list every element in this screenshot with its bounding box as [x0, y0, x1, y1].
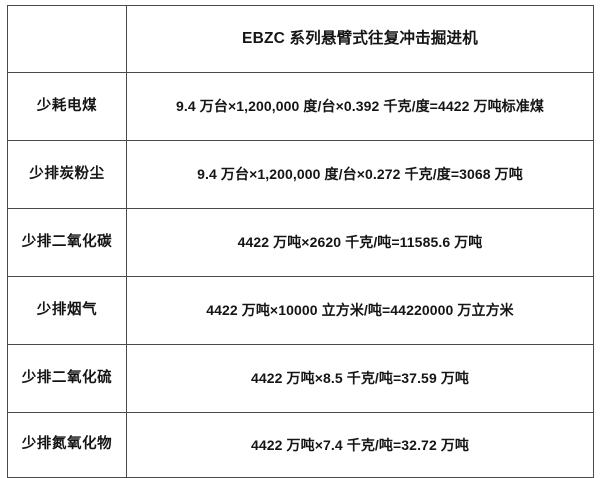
- row-value-carbon-dioxide: 4422 万吨×2620 千克/吨=11585.6 万吨: [126, 208, 594, 277]
- row-value-carbon-dust: 9.4 万台×1,200,000 度/台×0.272 千克/度=3068 万吨: [126, 140, 594, 209]
- table-row: 少排氮氧化物 4422 万吨×7.4 千克/吨=32.72 万吨: [7, 412, 594, 478]
- table-row: 少耗电煤 9.4 万台×1,200,000 度/台×0.392 千克/度=442…: [7, 72, 594, 141]
- row-label-sulfur-dioxide: 少排二氧化硫: [7, 344, 127, 413]
- table-row: 少排烟气 4422 万吨×10000 立方米/吨=44220000 万立方米: [7, 276, 594, 345]
- row-value-power-coal: 9.4 万台×1,200,000 度/台×0.392 千克/度=4422 万吨标…: [126, 72, 594, 141]
- row-label-nitrogen-oxides: 少排氮氧化物: [7, 412, 127, 478]
- row-value-nitrogen-oxides: 4422 万吨×7.4 千克/吨=32.72 万吨: [126, 412, 594, 478]
- row-label-carbon-dust: 少排炭粉尘: [7, 140, 127, 209]
- row-value-flue-gas: 4422 万吨×10000 立方米/吨=44220000 万立方米: [126, 276, 594, 345]
- table-header-row: EBZC 系列悬臂式往复冲击掘进机: [7, 5, 594, 73]
- spec-table-container: EBZC 系列悬臂式往复冲击掘进机 少耗电煤 9.4 万台×1,200,000 …: [7, 5, 594, 478]
- header-label-cell: [7, 5, 127, 73]
- table-row: 少排二氧化硫 4422 万吨×8.5 千克/吨=37.59 万吨: [7, 344, 594, 413]
- row-value-sulfur-dioxide: 4422 万吨×8.5 千克/吨=37.59 万吨: [126, 344, 594, 413]
- row-label-carbon-dioxide: 少排二氧化碳: [7, 208, 127, 277]
- row-label-power-coal: 少耗电煤: [7, 72, 127, 141]
- row-label-flue-gas: 少排烟气: [7, 276, 127, 345]
- page-root: EBZC 系列悬臂式往复冲击掘进机 少耗电煤 9.4 万台×1,200,000 …: [7, 5, 594, 478]
- table-title-cell: EBZC 系列悬臂式往复冲击掘进机: [126, 5, 594, 73]
- table-row: 少排炭粉尘 9.4 万台×1,200,000 度/台×0.272 千克/度=30…: [7, 140, 594, 209]
- table-row: 少排二氧化碳 4422 万吨×2620 千克/吨=11585.6 万吨: [7, 208, 594, 277]
- environmental-savings-table: EBZC 系列悬臂式往复冲击掘进机 少耗电煤 9.4 万台×1,200,000 …: [7, 5, 594, 478]
